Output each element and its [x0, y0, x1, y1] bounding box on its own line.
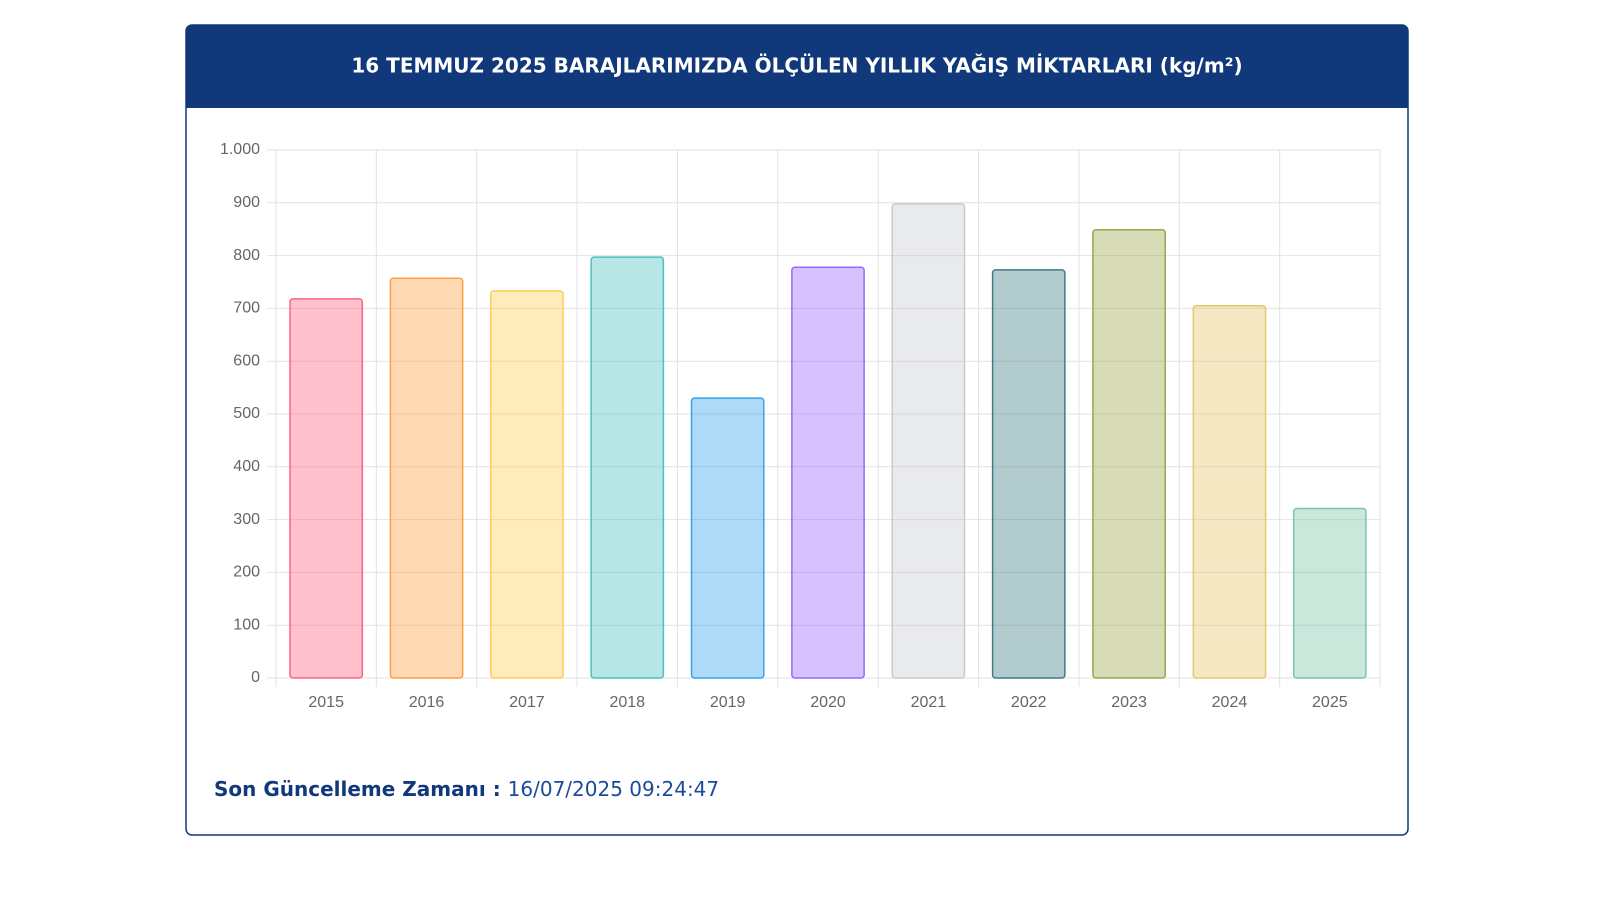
bar: [389, 277, 464, 679]
footer-value: 16/07/2025 09:24:47: [508, 777, 719, 801]
y-tick-label: 200: [233, 564, 260, 581]
x-tick-label: 2020: [810, 694, 846, 711]
x-tick-label: 2015: [308, 694, 344, 711]
y-tick-label: 300: [233, 511, 260, 528]
chart-title: 16 TEMMUZ 2025 BARAJLARIMIZDA ÖLÇÜLEN YI…: [351, 54, 1242, 78]
x-tick-label: 2019: [710, 694, 746, 711]
y-tick-label: 700: [233, 300, 260, 317]
x-tick-label: 2025: [1312, 694, 1348, 711]
x-tick-label: 2024: [1212, 694, 1248, 711]
x-tick-label: 2017: [509, 694, 545, 711]
bar: [590, 256, 665, 679]
bar: [991, 269, 1066, 679]
bar: [690, 397, 765, 679]
y-tick-label: 500: [233, 405, 260, 422]
x-tick-label: 2022: [1011, 694, 1047, 711]
bar: [289, 298, 364, 679]
bar: [1292, 507, 1367, 679]
y-tick-label: 900: [233, 194, 260, 211]
footer-label: Son Güncelleme Zamanı :: [214, 777, 501, 801]
card-header: [186, 25, 1408, 108]
bar: [490, 290, 564, 679]
y-tick-label: 800: [233, 247, 260, 264]
bar: [791, 266, 865, 679]
y-tick-label: 100: [233, 616, 260, 633]
bar: [1092, 228, 1166, 679]
y-tick-label: 400: [233, 458, 260, 475]
bar: [1192, 305, 1267, 679]
bar: [891, 203, 966, 679]
x-tick-label: 2023: [1111, 694, 1147, 711]
y-tick-label: 1.000: [220, 141, 260, 158]
x-tick-label: 2018: [609, 694, 645, 711]
y-tick-label: 600: [233, 352, 260, 369]
y-tick-label: 0: [251, 669, 260, 686]
x-tick-label: 2021: [911, 694, 947, 711]
footer: Son Güncelleme Zamanı : 16/07/2025 09:24…: [214, 777, 719, 801]
x-tick-label: 2016: [409, 694, 445, 711]
